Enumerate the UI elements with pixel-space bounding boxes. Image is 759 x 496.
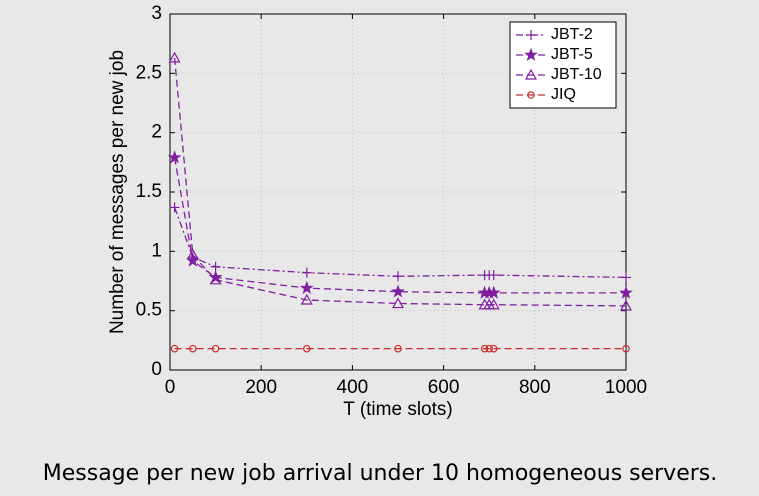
legend-marker <box>526 30 536 40</box>
marker <box>302 344 311 353</box>
marker <box>619 285 633 299</box>
caption: Message per new job arrival under 10 hom… <box>43 461 718 486</box>
series-line <box>173 157 626 294</box>
marker <box>393 271 403 282</box>
x-tick-label: 400 <box>337 377 369 398</box>
series-line <box>173 207 627 279</box>
y-tick-label: 0 <box>151 359 162 380</box>
marker <box>486 285 501 299</box>
marker <box>480 344 489 353</box>
marker <box>619 299 633 311</box>
y-tick-label: 0.5 <box>136 300 162 321</box>
y-tick-label: 1 <box>151 240 162 261</box>
y-tick-label: 2.5 <box>136 62 162 83</box>
marker <box>622 344 630 353</box>
marker <box>301 267 312 278</box>
marker <box>168 51 181 63</box>
marker <box>299 280 314 295</box>
x-tick-label: 800 <box>519 377 551 398</box>
legend-label: JBT-5 <box>551 46 593 63</box>
marker <box>167 150 182 164</box>
marker <box>394 344 402 353</box>
marker <box>211 344 220 353</box>
x-tick-label: 0 <box>165 377 176 398</box>
x-tick-label: 200 <box>245 377 277 398</box>
legend-label: JBT-2 <box>551 26 593 43</box>
marker <box>391 284 405 298</box>
y-axis-label: Number of messages per new job <box>107 50 128 334</box>
legend-marker <box>527 91 535 99</box>
y-tick-label: 3 <box>151 3 162 24</box>
plot-frame <box>169 13 627 371</box>
x-axis-label: T (time slots) <box>343 399 452 420</box>
marker <box>391 297 405 309</box>
marker <box>189 344 197 353</box>
x-tick-label: 600 <box>428 377 460 398</box>
marker <box>209 273 222 285</box>
marker <box>489 344 498 353</box>
x-tick-label: 1000 <box>605 377 647 398</box>
legend-label: JBT-10 <box>551 66 602 83</box>
y-tick-label: 2 <box>151 122 162 143</box>
y-tick-label: 1.5 <box>136 181 162 202</box>
marker <box>621 272 631 283</box>
marker <box>186 248 199 260</box>
legend-marker <box>524 68 538 80</box>
marker <box>169 202 180 213</box>
legend: JBT-2 JBT-5 JBT-10 JIQ <box>509 21 617 109</box>
legend-marker <box>524 47 538 61</box>
marker <box>487 298 500 310</box>
marker <box>488 270 499 281</box>
marker <box>485 344 494 353</box>
marker <box>300 293 313 305</box>
legend-label: JIQ <box>551 86 576 103</box>
marker <box>170 344 179 353</box>
